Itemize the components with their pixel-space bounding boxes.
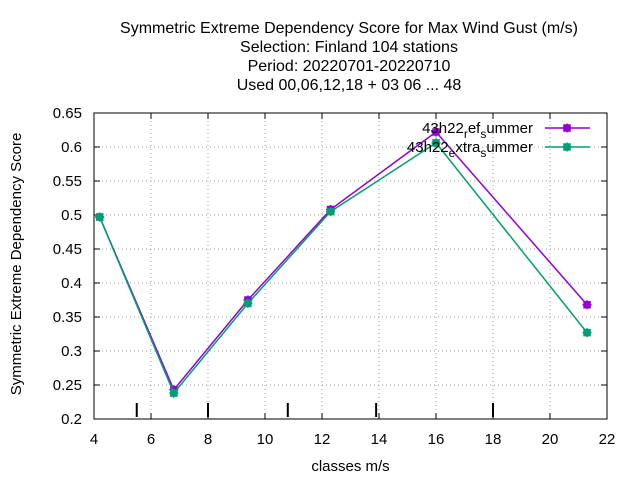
x-tick-label: 8 [204, 431, 212, 448]
y-tick-label: 0.3 [61, 343, 82, 360]
y-tick-label: 0.6 [61, 139, 82, 156]
legend-label-part: r [464, 127, 468, 141]
y-tick-label: 0.35 [53, 309, 82, 326]
y-axis-label: Symmetric Extreme Dependency Score [8, 133, 25, 396]
x-axis-ticks: 4 6 8 10 12 14 16 18 20 22 [90, 113, 616, 448]
x-axis-label: classes m/s [311, 458, 389, 475]
x-tick-label: 10 [257, 431, 274, 448]
y-tick-label: 0.25 [53, 377, 82, 394]
legend-label-part: 43h22 [407, 139, 449, 156]
legend-label-part: ef [468, 120, 481, 137]
plot-frame [93, 112, 608, 420]
x-tick-label: 20 [542, 431, 559, 448]
x-tick-label: 18 [485, 431, 502, 448]
legend-label-part: ummer [486, 139, 533, 156]
chart-title: Symmetric Extreme Dependency Score for M… [120, 20, 578, 94]
title-line-2: Selection: Finland 104 stations [240, 39, 458, 56]
series-line-2 [99, 141, 588, 395]
legend-label-part: s [480, 127, 486, 141]
y-tick-label: 0.65 [53, 105, 82, 122]
x-tick-label: 22 [599, 431, 616, 448]
title-line-1: Symmetric Extreme Dependency Score for M… [120, 20, 578, 37]
legend-label-part: e [449, 146, 456, 160]
y-tick-label: 0.2 [61, 411, 82, 428]
series-2 [95, 138, 592, 398]
class-boundary-marks [135, 403, 494, 417]
y-tick-label: 0.5 [61, 207, 82, 224]
x-tick-label: 4 [90, 431, 98, 448]
title-line-3: Period: 20220701-20220710 [248, 58, 451, 75]
legend-label-1: 43h22refsummer [422, 120, 533, 141]
series-1 [95, 127, 592, 395]
grid [94, 113, 607, 419]
y-axis-ticks: 0.2 0.25 0.3 0.35 0.4 0.45 0.5 0.55 0.6 0.65 [53, 105, 607, 428]
series-group [95, 127, 592, 398]
x-tick-label: 14 [371, 431, 388, 448]
legend-label-part: s [480, 146, 486, 160]
x-tick-label: 16 [428, 431, 445, 448]
legend-label-part: xtra [455, 139, 481, 156]
legend-label-part: ummer [486, 120, 533, 137]
legend-label-part: 43h22 [422, 120, 464, 137]
y-tick-label: 0.4 [61, 275, 82, 292]
title-line-4: Used 00,06,12,18 + 03 06 ... 48 [237, 77, 462, 94]
x-tick-label: 6 [147, 431, 155, 448]
y-tick-label: 0.55 [53, 173, 82, 190]
legend-label-2: 43h22extrasummer [407, 139, 533, 160]
y-tick-label: 0.45 [53, 241, 82, 258]
x-tick-label: 12 [314, 431, 331, 448]
series-line-1 [99, 131, 588, 392]
